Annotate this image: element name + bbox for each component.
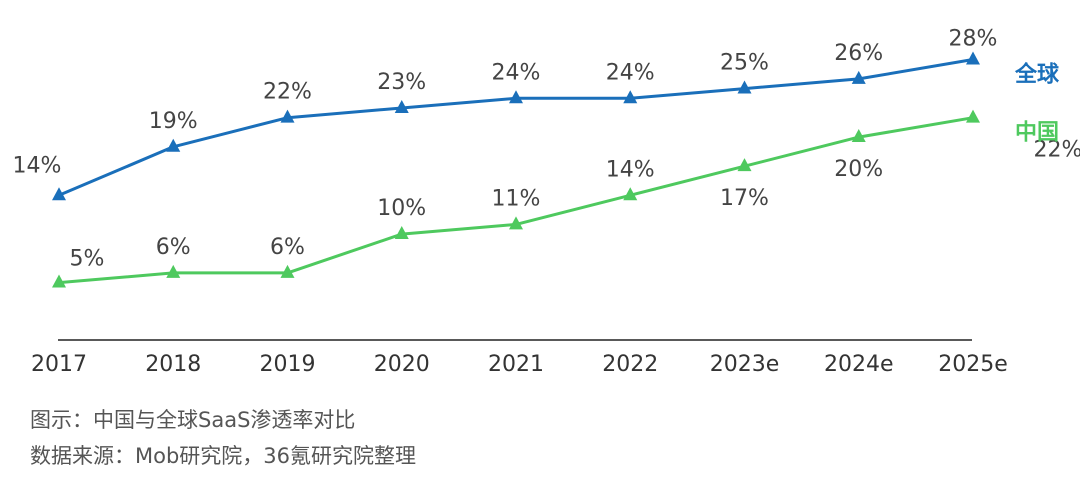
data-label-1-2024e: 20% bbox=[834, 157, 883, 182]
x-tick-label-2018: 2018 bbox=[145, 352, 201, 377]
marker-0-2020 bbox=[394, 99, 409, 113]
series-name-label-1: 中国 bbox=[1015, 121, 1059, 146]
x-tick-label-2020: 2020 bbox=[374, 352, 430, 377]
data-label-1-2025e: 22% bbox=[1034, 138, 1080, 163]
data-label-0-2023e: 25% bbox=[720, 51, 769, 76]
marker-1-2020 bbox=[394, 226, 409, 240]
marker-0-2019 bbox=[280, 109, 295, 123]
marker-0-2025e bbox=[966, 51, 980, 65]
data-label-0-2022: 24% bbox=[606, 60, 655, 85]
source-caption: 数据来源：Mob研究院，36氪研究院整理 bbox=[30, 444, 417, 468]
line-chart: 14% 19% 22% 23% 24% 24% 25% 26% 28% 全球 5% 6% 6% 10% 11… bbox=[13, 27, 1080, 378]
data-label-0-2020: 23% bbox=[377, 70, 426, 95]
x-tick-label-2017: 2017 bbox=[31, 352, 87, 377]
x-tick-label-2021: 2021 bbox=[488, 352, 544, 377]
data-label-0-2025e: 28% bbox=[949, 27, 998, 52]
x-tick-label-2023e: 2023e bbox=[710, 352, 780, 377]
data-label-1-2021: 11% bbox=[492, 186, 541, 211]
marker-0-2023e bbox=[737, 80, 752, 94]
data-label-0-2019: 22% bbox=[263, 80, 312, 105]
marker-0-2017 bbox=[52, 187, 66, 201]
marker-1-2025e bbox=[966, 109, 980, 123]
data-label-0-2018: 19% bbox=[149, 109, 198, 134]
data-label-1-2018: 6% bbox=[156, 235, 191, 260]
data-label-1-2017: 5% bbox=[70, 247, 105, 272]
x-tick-label-2025e: 2025e bbox=[938, 352, 1008, 377]
data-label-1-2019: 6% bbox=[270, 235, 305, 260]
marker-0-2018 bbox=[166, 138, 181, 152]
data-label-0-2021: 24% bbox=[492, 60, 541, 85]
marker-1-2022 bbox=[623, 187, 638, 201]
figure-caption: 图示：中国与全球SaaS渗透率对比 bbox=[30, 408, 356, 432]
marker-1-2018 bbox=[166, 264, 181, 278]
marker-1-2017 bbox=[52, 274, 66, 288]
marker-1-2024e bbox=[851, 129, 866, 143]
data-label-1-2020: 10% bbox=[377, 196, 426, 221]
x-tick-label-2019: 2019 bbox=[260, 352, 316, 377]
marker-1-2023e bbox=[737, 158, 752, 172]
data-label-1-2023e: 17% bbox=[720, 186, 769, 211]
marker-1-2021 bbox=[509, 216, 523, 230]
marker-0-2024e bbox=[851, 70, 866, 84]
x-tick-label-2022: 2022 bbox=[602, 352, 658, 377]
series-name-label-0: 全球 bbox=[1014, 62, 1060, 88]
marker-1-2019 bbox=[280, 264, 295, 278]
data-label-1-2022: 14% bbox=[606, 157, 655, 182]
x-tick-label-2024e: 2024e bbox=[824, 352, 894, 377]
data-label-0-2024e: 26% bbox=[834, 41, 883, 66]
marker-0-2021 bbox=[509, 90, 523, 104]
data-label-0-2017: 14% bbox=[13, 153, 62, 178]
marker-0-2022 bbox=[623, 90, 638, 104]
